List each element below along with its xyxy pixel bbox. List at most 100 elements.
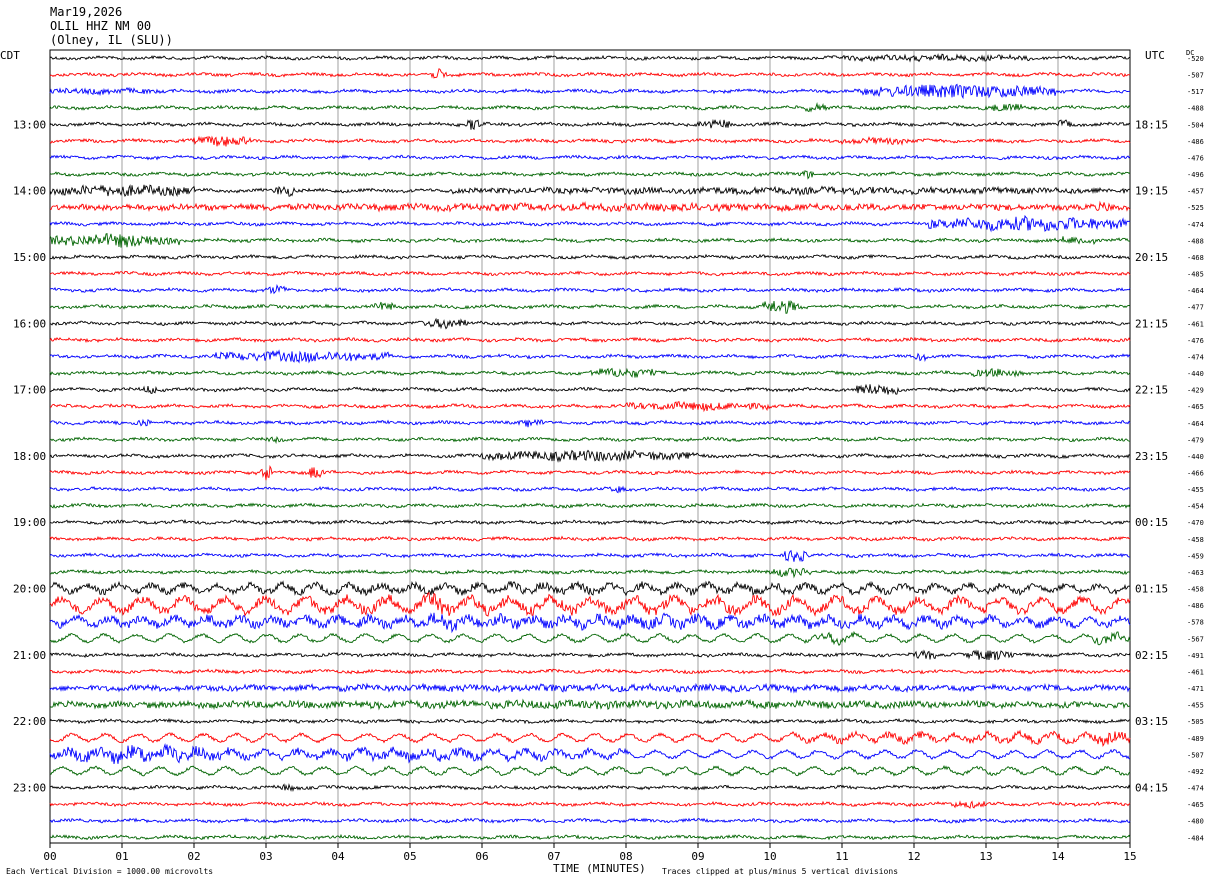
dc-offset-label: -459 (1187, 552, 1204, 560)
seismic-trace (49, 83, 1131, 100)
seismic-trace (49, 184, 1131, 197)
dc-offset-label: -489 (1187, 735, 1204, 743)
right-hour-label: 02:15 (1135, 649, 1168, 662)
dc-offset-header: DC (1186, 49, 1195, 57)
dc-offset-label: -578 (1187, 619, 1204, 627)
seismic-trace (49, 449, 1131, 463)
dc-offset-label: -488 (1187, 105, 1204, 113)
x-tick-label: 12 (907, 850, 920, 863)
seismic-trace (49, 765, 1131, 777)
left-hour-label: 22:00 (13, 715, 46, 728)
seismic-trace (49, 401, 1131, 413)
x-tick-label: 07 (547, 850, 560, 863)
x-tick-label: 04 (331, 850, 345, 863)
left-hour-label: 17:00 (13, 384, 46, 397)
seismic-trace (49, 233, 1131, 248)
dc-offset-label: -505 (1187, 718, 1204, 726)
seismic-trace (49, 567, 1131, 579)
dc-offset-label: -463 (1187, 569, 1204, 577)
x-tick-label: 06 (475, 850, 488, 863)
seismic-trace (49, 783, 1131, 792)
dc-offset-label: -507 (1187, 72, 1204, 80)
right-hour-label: 04:15 (1135, 782, 1168, 795)
dc-offset-label: -504 (1187, 121, 1204, 129)
seismic-trace (49, 170, 1131, 180)
x-tick-label: 03 (259, 850, 272, 863)
seismic-trace (49, 349, 1131, 364)
dc-offset-label: -464 (1187, 420, 1204, 428)
right-hour-label: 01:15 (1135, 583, 1168, 596)
left-hour-label: 18:00 (13, 450, 46, 463)
seismic-trace (49, 300, 1131, 314)
dc-offset-label: -455 (1187, 486, 1204, 494)
dc-offset-label: -525 (1187, 204, 1204, 212)
dc-offset-label: -480 (1187, 818, 1204, 826)
dc-offset-label: -454 (1187, 503, 1204, 511)
right-hour-label: 20:15 (1135, 251, 1168, 264)
seismic-trace (49, 729, 1131, 748)
seismic-trace (49, 502, 1131, 509)
right-hour-label: 18:15 (1135, 118, 1168, 131)
seismic-trace (49, 518, 1131, 526)
seismic-trace (49, 253, 1131, 261)
seismic-trace (49, 742, 1131, 765)
seismic-trace (49, 800, 1131, 809)
right-hour-label: 23:15 (1135, 450, 1168, 463)
seismic-trace (49, 68, 1131, 79)
seismic-trace (49, 135, 1131, 147)
seismic-trace (49, 668, 1131, 675)
dc-offset-label: -474 (1187, 353, 1204, 361)
x-axis-title: TIME (MINUTES) (553, 862, 646, 875)
seismic-trace (49, 317, 1131, 330)
dc-offset-label: -464 (1187, 287, 1204, 295)
x-tick-label: 05 (403, 850, 416, 863)
dc-offset-label: -479 (1187, 436, 1204, 444)
dc-offset-label: -517 (1187, 88, 1204, 96)
left-hour-label: 19:00 (13, 516, 46, 529)
axis-labels: 00 01 02 03 04 05 06 07 08 09 10 11 12 13 14 15 -520 -507… (13, 55, 1204, 863)
dc-offset-label: -465 (1187, 403, 1204, 411)
seismic-trace (49, 118, 1131, 131)
dc-offset-label: -458 (1187, 536, 1204, 544)
right-hour-label: 22:15 (1135, 384, 1168, 397)
seismic-trace (49, 270, 1131, 277)
seismic-traces (49, 53, 1131, 841)
dc-offset-label: -477 (1187, 304, 1204, 312)
seismic-trace (49, 698, 1131, 711)
seismic-trace (49, 485, 1131, 494)
seismic-trace (49, 612, 1131, 634)
seismic-trace (49, 102, 1131, 113)
seismic-trace (49, 383, 1131, 395)
dc-offset-label: -485 (1187, 271, 1204, 279)
x-tick-label: 15 (1123, 850, 1136, 863)
seismic-trace (49, 630, 1131, 647)
dc-offset-label: -507 (1187, 751, 1204, 759)
seismic-trace (49, 53, 1131, 63)
seismic-trace (49, 580, 1131, 597)
x-tick-label: 14 (1051, 850, 1065, 863)
dc-offset-label: -488 (1187, 237, 1204, 245)
dc-offset-label: -486 (1187, 138, 1204, 146)
x-tick-label: 02 (187, 850, 200, 863)
seismic-trace (49, 154, 1131, 161)
plot-frame (49, 49, 1131, 844)
seismic-trace (49, 649, 1131, 661)
seismic-trace (49, 283, 1131, 295)
x-tick-label: 11 (835, 850, 848, 863)
dc-offset-label: -470 (1187, 519, 1204, 527)
dc-offset-label: -440 (1187, 453, 1204, 461)
x-tick-label: 09 (691, 850, 704, 863)
dc-offset-label: -458 (1187, 586, 1204, 594)
seismic-trace (49, 535, 1131, 542)
left-hour-label: 21:00 (13, 649, 46, 662)
seismic-trace (49, 200, 1131, 213)
seismic-trace (49, 214, 1131, 233)
seismic-trace (49, 465, 1131, 481)
dc-offset-label: -567 (1187, 635, 1204, 643)
dc-offset-label: -468 (1187, 254, 1204, 262)
dc-offset-label: -461 (1187, 320, 1204, 328)
seismic-trace (49, 418, 1131, 428)
dc-offset-label: -474 (1187, 785, 1204, 793)
clipping-note: Traces clipped at plus/minus 5 vertical … (662, 867, 899, 876)
x-tick-label: 13 (979, 850, 992, 863)
